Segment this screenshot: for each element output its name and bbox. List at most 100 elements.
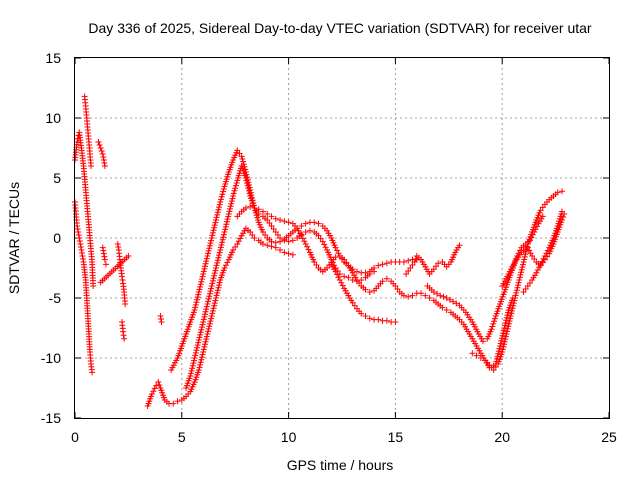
data-point: [223, 221, 230, 228]
data-point: [559, 208, 566, 215]
data-point: [500, 330, 507, 337]
data-point: [298, 223, 305, 229]
data-point: [306, 227, 313, 234]
data-point: [209, 307, 216, 314]
data-point: [192, 304, 199, 311]
series-sat-track-D: [95, 139, 108, 169]
data-point: [190, 360, 197, 367]
data-point: [392, 319, 399, 325]
data-point: [214, 257, 221, 264]
data-point: [338, 279, 345, 286]
data-point: [268, 213, 275, 220]
data-point: [213, 292, 220, 299]
series-sat-track-G: [118, 319, 128, 342]
data-point: [239, 156, 246, 162]
data-point: [499, 346, 506, 353]
data-point: [201, 341, 208, 348]
data-point: [195, 291, 202, 298]
data-point: [200, 349, 207, 355]
data-point: [375, 262, 382, 269]
data-point: [244, 180, 251, 187]
data-point: [120, 328, 127, 335]
data-point: [503, 331, 510, 337]
data-point: [255, 206, 262, 213]
data-point: [500, 327, 507, 334]
data-point: [216, 201, 223, 208]
data-point: [192, 301, 199, 308]
data-point: [216, 204, 223, 211]
data-point: [203, 303, 210, 310]
data-point: [519, 261, 526, 268]
data-point: [409, 292, 416, 299]
series-sat-track-F: [114, 241, 129, 307]
data-point: [281, 237, 288, 244]
data-point: [501, 341, 508, 348]
data-point: [521, 253, 528, 260]
data-point: [153, 382, 160, 389]
data-point: [539, 213, 546, 220]
data-point: [216, 252, 223, 259]
data-point: [515, 282, 522, 289]
data-point: [214, 289, 221, 296]
data-point: [214, 209, 221, 216]
data-point: [202, 308, 209, 315]
data-point: [302, 220, 309, 227]
data-point: [191, 357, 198, 364]
series-sat-track-C: [81, 93, 95, 169]
data-point: [497, 343, 504, 349]
data-point: [216, 279, 223, 286]
data-point: [212, 265, 219, 271]
data-point: [148, 391, 155, 397]
x-tick-label: 25: [601, 429, 617, 445]
data-point: [217, 244, 224, 251]
data-point: [311, 219, 318, 226]
data-point: [78, 250, 85, 256]
data-point: [114, 241, 121, 247]
data-point: [509, 295, 516, 301]
data-point: [514, 253, 521, 259]
data-point: [205, 328, 212, 335]
data-point: [191, 355, 198, 361]
data-point: [101, 256, 108, 263]
data-point: [197, 331, 204, 338]
x-tick-label: 20: [494, 429, 510, 445]
series-sat-track-O: [403, 242, 463, 277]
data-point: [203, 306, 210, 313]
data-point: [456, 242, 463, 249]
data-point: [531, 229, 538, 235]
data-point: [272, 239, 279, 246]
data-point: [405, 257, 412, 264]
data-point: [206, 242, 213, 249]
data-point: [532, 226, 539, 233]
data-point: [224, 259, 231, 266]
data-point: [215, 206, 222, 213]
data-point: [430, 289, 437, 295]
data-point: [493, 358, 500, 365]
data-point: [212, 267, 219, 274]
data-point: [223, 218, 230, 225]
data-point: [375, 316, 382, 323]
data-point: [516, 274, 523, 281]
data-point: [232, 182, 239, 189]
data-point: [229, 195, 236, 202]
data-point: [315, 220, 322, 227]
data-point: [524, 244, 531, 251]
data-point: [76, 238, 83, 244]
data-point: [426, 295, 433, 301]
data-point: [213, 262, 220, 269]
data-point: [194, 296, 201, 303]
data-point: [400, 259, 407, 265]
data-point: [534, 267, 541, 273]
data-point: [251, 205, 258, 211]
data-point: [334, 271, 341, 278]
data-point: [202, 338, 209, 345]
data-point: [509, 305, 516, 312]
data-point: [231, 187, 238, 194]
data-point: [371, 268, 378, 275]
data-point: [222, 262, 229, 269]
data-point: [188, 367, 195, 374]
data-point: [242, 205, 249, 211]
data-point: [191, 307, 198, 313]
data-point: [322, 244, 329, 251]
